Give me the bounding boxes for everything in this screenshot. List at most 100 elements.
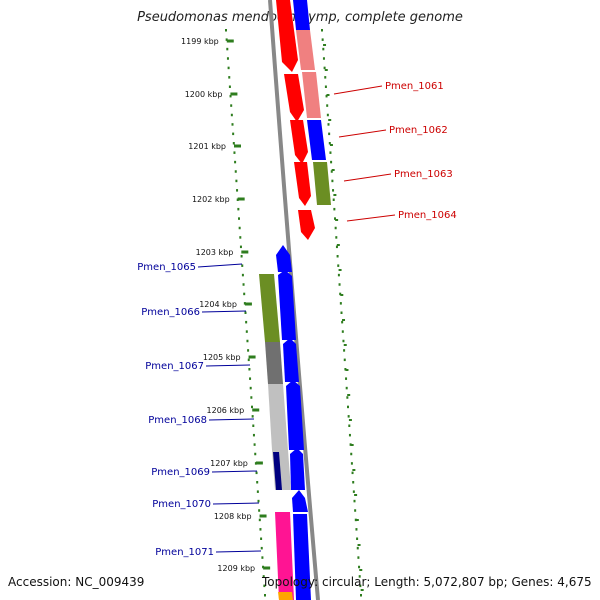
inner-dot bbox=[236, 189, 239, 192]
tick-ring-dots bbox=[225, 29, 362, 597]
gene-arrow-blue bbox=[286, 380, 304, 450]
inner-dot bbox=[245, 320, 248, 324]
gene-label: Pmen_1070 bbox=[152, 499, 211, 510]
inner-dot bbox=[259, 528, 262, 531]
inner-dot bbox=[242, 283, 245, 286]
kbp-tick-label: 1208 kbp bbox=[214, 512, 252, 521]
gene-leader-line bbox=[197, 263, 243, 268]
gene-leader-line bbox=[338, 129, 387, 138]
outer-dot bbox=[328, 142, 331, 145]
gene-block-light-red bbox=[302, 72, 321, 118]
inner-dot bbox=[261, 556, 264, 559]
inner-dot bbox=[237, 207, 240, 211]
kbp-tick-label: 1209 kbp bbox=[217, 564, 255, 573]
accession-text: Accession: NC_009439 bbox=[8, 575, 145, 589]
inner-dot bbox=[247, 358, 250, 362]
gene-arrow-blue bbox=[290, 448, 305, 490]
outer-dot bbox=[323, 66, 326, 70]
outer-dot bbox=[330, 170, 333, 173]
outer-dot bbox=[355, 528, 358, 531]
outer-dot bbox=[345, 386, 348, 390]
inner-dot bbox=[228, 76, 231, 79]
outer-dot bbox=[335, 236, 338, 239]
outer-dot bbox=[337, 273, 340, 277]
outer-dot bbox=[360, 594, 362, 597]
gene-leader-line bbox=[212, 502, 260, 505]
gene-block-orange bbox=[278, 592, 293, 600]
inner-dot bbox=[239, 245, 242, 249]
kbp-tick-label: 1206 kbp bbox=[207, 406, 245, 415]
inner-dot bbox=[248, 368, 251, 371]
inner-dot bbox=[226, 57, 229, 60]
inner-dot bbox=[244, 311, 247, 314]
kbp-tick-label: 1204 kbp bbox=[199, 300, 237, 309]
inner-dot bbox=[234, 160, 237, 164]
outer-dot bbox=[348, 424, 351, 427]
outer-dot bbox=[357, 556, 360, 559]
gene-leader-line bbox=[333, 85, 383, 95]
outer-dot bbox=[347, 405, 349, 409]
inner-dot bbox=[262, 575, 265, 578]
inner-dot bbox=[256, 490, 259, 493]
gene-leader-line bbox=[208, 418, 255, 421]
inner-dot bbox=[263, 584, 266, 588]
inner-dot bbox=[254, 452, 257, 456]
inner-dot bbox=[238, 217, 240, 220]
outer-dot bbox=[331, 179, 334, 183]
inner-dot bbox=[241, 273, 244, 277]
gene-label: Pmen_1064 bbox=[398, 210, 457, 221]
outer-dot bbox=[341, 330, 344, 333]
outer-dot bbox=[332, 189, 335, 192]
inner-dot bbox=[245, 330, 248, 333]
outer-dot bbox=[326, 113, 329, 117]
gene-block-dark-gray bbox=[265, 342, 283, 384]
inner-dot bbox=[255, 471, 258, 475]
outer-dot bbox=[321, 38, 324, 41]
outer-dot bbox=[326, 104, 329, 107]
gene-label: Pmen_1066 bbox=[141, 307, 200, 318]
outer-dot bbox=[348, 433, 351, 437]
inner-dot bbox=[228, 85, 231, 88]
outer-dot bbox=[325, 94, 328, 98]
gene-leader-line bbox=[205, 364, 251, 367]
inner-dot bbox=[258, 518, 261, 522]
inner-dot bbox=[251, 415, 254, 418]
outer-dot bbox=[339, 292, 342, 296]
inner-dot bbox=[262, 565, 265, 569]
gene-block-pink bbox=[275, 512, 294, 600]
inner-dot bbox=[227, 66, 230, 70]
outer-dot bbox=[349, 443, 352, 446]
outer-dot bbox=[354, 518, 357, 522]
inner-dot bbox=[243, 292, 246, 296]
gene-arrow-red bbox=[298, 210, 315, 240]
inner-dot bbox=[256, 481, 259, 484]
gene-block-olive bbox=[259, 274, 280, 342]
gene-features bbox=[259, 0, 331, 600]
outer-dot bbox=[352, 481, 355, 484]
outer-dot bbox=[329, 151, 332, 154]
outer-dot bbox=[339, 302, 342, 305]
gene-arrow-red bbox=[284, 74, 304, 122]
outer-dot bbox=[336, 255, 339, 258]
outer-dot bbox=[345, 377, 348, 380]
gene-label: Pmen_1069 bbox=[151, 467, 210, 478]
outer-dot bbox=[324, 85, 327, 88]
inner-dot bbox=[229, 94, 232, 98]
gene-leader-line bbox=[201, 310, 247, 313]
kbp-tick-label: 1205 kbp bbox=[203, 353, 241, 362]
outer-dot bbox=[356, 546, 359, 550]
kbp-tick-label: 1201 kbp bbox=[188, 142, 226, 151]
inner-dot bbox=[232, 142, 235, 145]
outer-dot bbox=[321, 29, 323, 32]
gene-label: Pmen_1068 bbox=[148, 415, 207, 426]
kbp-tick-label: 1199 kbp bbox=[181, 37, 219, 46]
outer-dot bbox=[334, 226, 337, 230]
inner-dot bbox=[238, 226, 241, 230]
inner-dot bbox=[239, 236, 242, 239]
outer-dot bbox=[352, 490, 355, 493]
inner-dot bbox=[249, 386, 252, 390]
gene-label: Pmen_1062 bbox=[389, 125, 448, 136]
gene-arrow-blue bbox=[278, 270, 296, 340]
outer-dot bbox=[350, 452, 353, 456]
